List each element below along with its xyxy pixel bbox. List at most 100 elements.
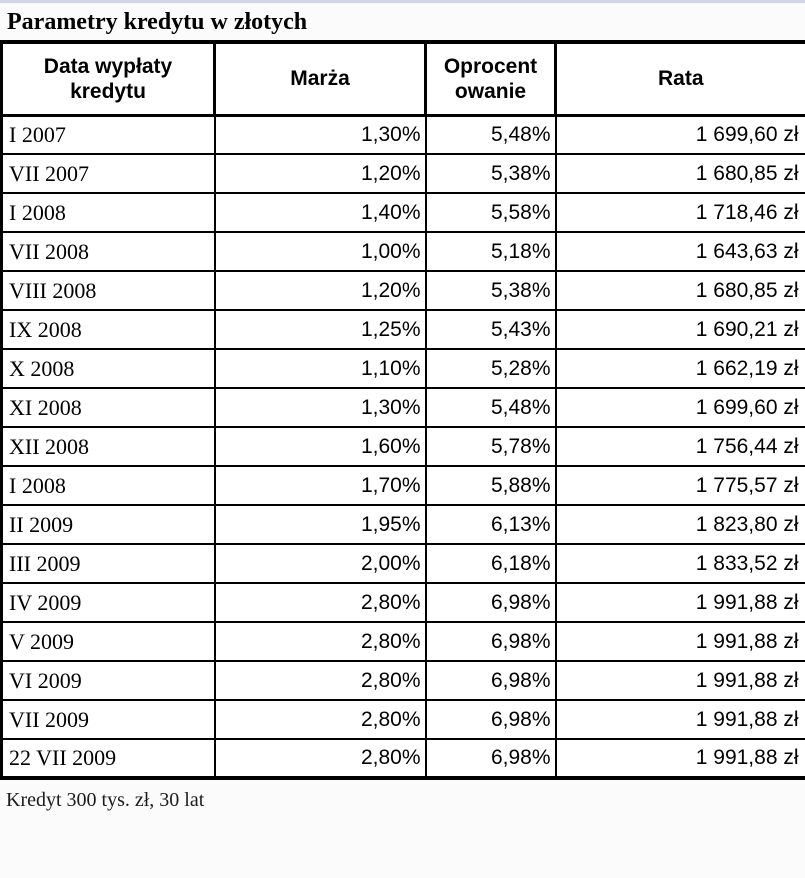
page-title: Parametry kredytu w złotych [7,9,308,35]
table-row: VI 2009 2,80% 6,98% 1 991,88 zł [0,660,805,701]
cell-oprocentowanie: 5,48% [424,387,557,428]
cell-date: IX 2008 [0,309,216,350]
cell-marza: 1,70% [213,465,427,506]
table-row: I 2007 1,30% 5,48% 1 699,60 zł [0,114,805,155]
cell-oprocentowanie: 6,98% [424,582,557,623]
cell-rata: 1 718,46 zł [554,192,805,233]
cell-rata: 1 662,19 zł [554,348,805,389]
cell-oprocentowanie: 5,28% [424,348,557,389]
cell-date: XI 2008 [0,387,216,428]
header-rata: Rata [554,40,805,117]
table-row: VII 2008 1,00% 5,18% 1 643,63 zł [0,231,805,272]
cell-date: I 2007 [0,114,216,155]
table-row: VII 2007 1,20% 5,38% 1 680,85 zł [0,153,805,194]
table-row: V 2009 2,80% 6,98% 1 991,88 zł [0,621,805,662]
cell-oprocentowanie: 5,58% [424,192,557,233]
cell-marza: 1,20% [213,270,427,311]
cell-oprocentowanie: 5,18% [424,231,557,272]
table-row: XII 2008 1,60% 5,78% 1 756,44 zł [0,426,805,467]
table-row: XI 2008 1,30% 5,48% 1 699,60 zł [0,387,805,428]
cell-oprocentowanie: 6,98% [424,699,557,740]
cell-oprocentowanie: 6,98% [424,621,557,662]
cell-date: VII 2008 [0,231,216,272]
cell-marza: 1,10% [213,348,427,389]
cell-date: IV 2009 [0,582,216,623]
cell-rata: 1 991,88 zł [554,621,805,662]
cell-marza: 1,60% [213,426,427,467]
cell-date: III 2009 [0,543,216,584]
cell-marza: 2,80% [213,738,427,779]
cell-rata: 1 699,60 zł [554,387,805,428]
cell-date: VI 2009 [0,660,216,701]
table-row: I 2008 1,40% 5,58% 1 718,46 zł [0,192,805,233]
cell-date: 22 VII 2009 [0,738,216,779]
cell-rata: 1 991,88 zł [554,582,805,623]
cell-marza: 2,00% [213,543,427,584]
cell-marza: 1,95% [213,504,427,545]
cell-oprocentowanie: 6,13% [424,504,557,545]
cell-oprocentowanie: 5,43% [424,309,557,350]
footnote: Kredyt 300 tys. zł, 30 lat [6,789,205,811]
cell-marza: 1,30% [213,114,427,155]
cell-date: I 2008 [0,465,216,506]
header-oprocentowanie: Oprocent owanie [424,40,557,117]
cell-marza: 1,30% [213,387,427,428]
cell-marza: 2,80% [213,582,427,623]
table-row: 22 VII 2009 2,80% 6,98% 1 991,88 zł [0,738,805,779]
cell-oprocentowanie: 6,18% [424,543,557,584]
cell-rata: 1 991,88 zł [554,660,805,701]
table-header: Data wypłaty kredytu Marża Oprocent owan… [0,40,805,117]
cell-oprocentowanie: 5,38% [424,153,557,194]
cell-rata: 1 680,85 zł [554,153,805,194]
cell-rata: 1 775,57 zł [554,465,805,506]
cell-marza: 1,25% [213,309,427,350]
cell-date: VII 2009 [0,699,216,740]
cell-oprocentowanie: 6,98% [424,660,557,701]
cell-rata: 1 690,21 zł [554,309,805,350]
cell-rata: 1 991,88 zł [554,699,805,740]
header-marza: Marża [213,40,427,117]
header-line: Data wypłaty [43,54,173,78]
cell-rata: 1 991,88 zł [554,738,805,779]
top-edge-strip [0,0,805,3]
cell-oprocentowanie: 5,78% [424,426,557,467]
cell-date: I 2008 [0,192,216,233]
credit-parameters-table: Data wypłaty kredytu Marża Oprocent owan… [0,40,805,780]
table-row: X 2008 1,10% 5,28% 1 662,19 zł [0,348,805,389]
cell-rata: 1 643,63 zł [554,231,805,272]
header-line: Marża [290,67,350,91]
cell-marza: 2,80% [213,621,427,662]
cell-rata: 1 756,44 zł [554,426,805,467]
table-row: VIII 2008 1,20% 5,38% 1 680,85 zł [0,270,805,311]
cell-date: X 2008 [0,348,216,389]
cell-marza: 1,20% [213,153,427,194]
header-line: Oprocent [443,54,538,78]
cell-marza: 2,80% [213,699,427,740]
table-row: III 2009 2,00% 6,18% 1 833,52 zł [0,543,805,584]
cell-marza: 2,80% [213,660,427,701]
cell-oprocentowanie: 5,38% [424,270,557,311]
table-row: VII 2009 2,80% 6,98% 1 991,88 zł [0,699,805,740]
cell-date: II 2009 [0,504,216,545]
cell-date: XII 2008 [0,426,216,467]
cell-rata: 1 833,52 zł [554,543,805,584]
cell-oprocentowanie: 5,48% [424,114,557,155]
cell-date: V 2009 [0,621,216,662]
header-line: owanie [454,79,527,103]
header-line: kredytu [70,79,146,103]
cell-rata: 1 823,80 zł [554,504,805,545]
cell-rata: 1 680,85 zł [554,270,805,311]
table-body: I 2007 1,30% 5,48% 1 699,60 zł VII 2007 1,20%… [0,114,805,779]
table-row: IX 2008 1,25% 5,43% 1 690,21 zł [0,309,805,350]
header-row: Data wypłaty kredytu Marża Oprocent owan… [0,40,805,117]
header-line: Rata [657,67,704,91]
cell-oprocentowanie: 6,98% [424,738,557,779]
cell-rata: 1 699,60 zł [554,114,805,155]
header-data-wyplaty-kredytu: Data wypłaty kredytu [0,40,216,117]
cell-marza: 1,00% [213,231,427,272]
cell-marza: 1,40% [213,192,427,233]
cell-oprocentowanie: 5,88% [424,465,557,506]
cell-date: VII 2007 [0,153,216,194]
table-row: IV 2009 2,80% 6,98% 1 991,88 zł [0,582,805,623]
table-row: I 2008 1,70% 5,88% 1 775,57 zł [0,465,805,506]
